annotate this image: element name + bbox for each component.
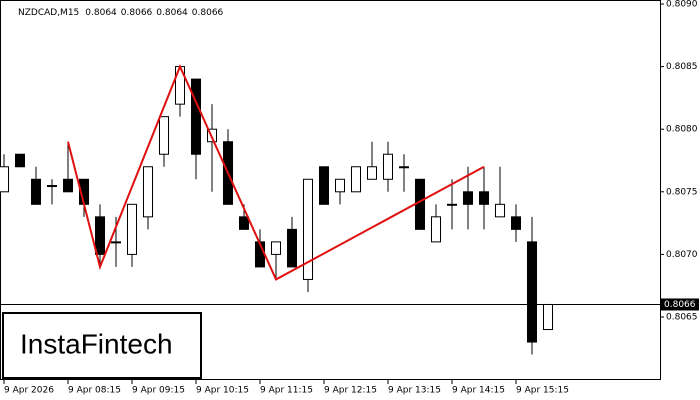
x-tick-label: 9 Apr 11:15 (260, 386, 313, 396)
candle-body (335, 178, 345, 193)
logo-box (2, 312, 202, 379)
candle-body (271, 241, 281, 255)
candle-body (399, 166, 409, 169)
current-price-box (661, 298, 699, 311)
x-tick-label: 9 Apr 14:15 (452, 386, 505, 396)
x-tick-label: 9 Apr 09:15 (132, 386, 185, 396)
symbol: NZDCAD,M15 (18, 8, 79, 18)
y-tick-label: 0.8075 (666, 187, 698, 197)
y-tick-label: 0.8080 (666, 125, 698, 135)
x-tick-label: 9 Apr 13:15 (388, 386, 441, 396)
candle-body (287, 228, 297, 268)
candle-body (431, 216, 441, 243)
y-tick-label: 0.8090 (666, 0, 698, 10)
ohlc-low: 0.8064 (156, 8, 188, 18)
ohlc-open: 0.8064 (85, 8, 117, 18)
y-tick-label: 0.8070 (666, 250, 698, 260)
candle-body (303, 178, 313, 280)
candle-body (479, 191, 489, 205)
candle-body (239, 216, 249, 230)
pattern-line (67, 64, 485, 281)
candle-body (415, 178, 425, 230)
candle-body (111, 241, 121, 244)
candle-body (383, 153, 393, 180)
y-tick-label: 0.8065 (666, 313, 698, 323)
ohlc-high: 0.8066 (121, 8, 153, 18)
x-tick-label: 9 Apr 15:15 (516, 386, 569, 396)
candle-body (31, 178, 41, 205)
x-tick-label: 9 Apr 2026 (4, 386, 54, 396)
candle-body (47, 185, 57, 188)
candle-body (319, 166, 329, 205)
candle-body (463, 191, 473, 205)
candle-body (95, 216, 105, 255)
candle-body (15, 153, 25, 168)
candle-body (543, 303, 553, 331)
candle-body (495, 203, 505, 218)
logo-text: InstaFintech (20, 328, 173, 359)
x-tick-label: 9 Apr 10:15 (196, 386, 249, 396)
candle-body (527, 241, 537, 343)
x-tick-label: 9 Apr 08:15 (68, 386, 121, 396)
current-price-label: 0.8066 (664, 300, 696, 310)
candle-body (511, 216, 521, 230)
candle-body (191, 78, 201, 155)
chart-header: NZDCAD,M15 0.8064 0.8066 0.8064 0.8066 (18, 8, 224, 18)
candle-body (351, 166, 361, 193)
candle-body (143, 166, 153, 218)
x-tick-label: 9 Apr 12:15 (324, 386, 377, 396)
candle-body (159, 116, 169, 155)
y-tick-label: 0.8085 (666, 62, 698, 72)
candle-body (367, 166, 377, 180)
candle-body (127, 203, 137, 255)
ohlc-close: 0.8066 (192, 8, 224, 18)
candle-body (0, 166, 9, 193)
candle-body (447, 203, 457, 206)
candle-body (63, 178, 73, 193)
